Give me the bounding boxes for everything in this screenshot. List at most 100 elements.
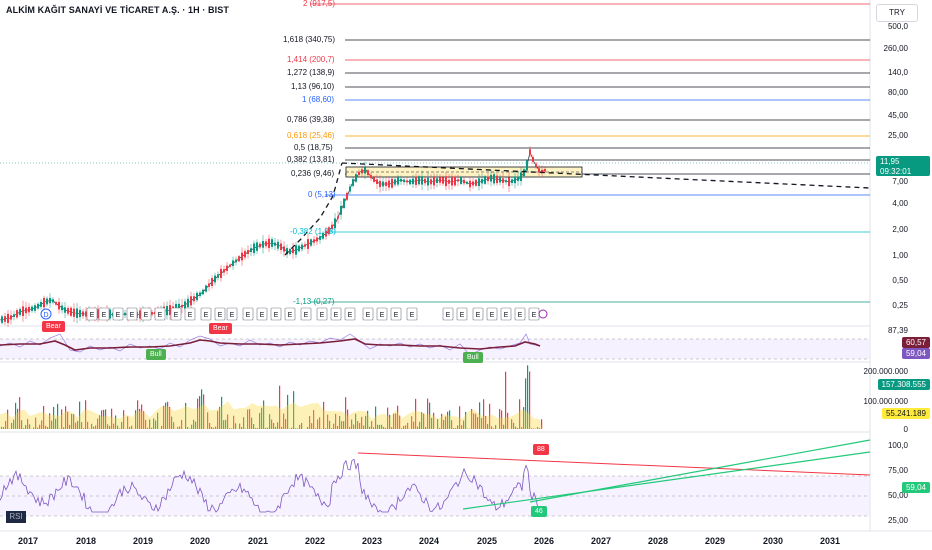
candle-body xyxy=(544,169,546,172)
earnings-marker xyxy=(362,307,374,321)
volume-bar xyxy=(537,426,539,429)
volume-bar xyxy=(87,421,89,429)
earnings-marker-label: E xyxy=(334,312,339,319)
earnings-marker-label: E xyxy=(274,312,279,319)
volume-bar xyxy=(217,410,219,429)
volume-bar xyxy=(347,409,349,429)
volume-bar xyxy=(367,410,369,429)
volume-bar xyxy=(107,424,109,429)
candle-body xyxy=(4,316,6,322)
volume-bar xyxy=(109,425,111,429)
symbol-title[interactable]: ALKİM KAĞIT SANAYİ VE TİCARET A.Ş. · 1H … xyxy=(6,5,229,15)
price-axis-label: 4,00 xyxy=(892,199,908,208)
earnings-marker xyxy=(126,307,138,321)
candle-body xyxy=(361,169,363,174)
volume-bar xyxy=(49,413,51,429)
candle-body xyxy=(355,174,357,182)
candle-body xyxy=(253,243,255,254)
fibonacci-levels[interactable] xyxy=(310,3,870,303)
volume-bar xyxy=(423,413,425,429)
volume-bar xyxy=(395,413,397,429)
last-price: 11,95 xyxy=(880,157,900,166)
volume-bar xyxy=(339,416,341,429)
candle-body xyxy=(535,163,537,167)
time-axis-label: 2030 xyxy=(762,536,784,546)
candle-body xyxy=(277,241,279,249)
candle-body xyxy=(193,296,195,302)
earnings-marker-label: E xyxy=(366,312,371,319)
fib-label: 0,5 (18,75) xyxy=(294,143,333,152)
volume-bar xyxy=(253,424,255,429)
candle-body xyxy=(184,301,186,309)
candle-body xyxy=(424,178,426,184)
volume-bar xyxy=(169,406,171,429)
candle-body xyxy=(205,285,207,292)
rsi-axis-label: 25,00 xyxy=(887,516,908,525)
volume-bar xyxy=(51,420,53,429)
candle-body xyxy=(466,181,468,184)
fib-label: -0,382 (1,88) xyxy=(290,227,336,236)
rsi-line xyxy=(0,458,543,513)
candle-body xyxy=(532,157,534,162)
volume-bar xyxy=(27,418,29,429)
earnings-marker-label: E xyxy=(246,312,251,319)
volume-bar xyxy=(219,406,221,429)
candle-body xyxy=(520,172,522,182)
candle-body xyxy=(487,176,489,182)
price-axis-label: 0,50 xyxy=(892,276,908,285)
candle-body xyxy=(298,245,300,252)
volume-bar xyxy=(73,414,75,429)
volume-bar xyxy=(155,420,157,429)
volume-bar xyxy=(317,419,319,429)
volume-bar xyxy=(319,417,321,429)
event-marker xyxy=(538,309,548,319)
volume-bar xyxy=(379,424,381,429)
volume-bar xyxy=(437,419,439,429)
rsi-legend[interactable]: RSI xyxy=(6,511,26,523)
rsi-axis-label: 100,0 xyxy=(887,441,908,450)
volume-bar xyxy=(113,423,115,429)
volume-bar xyxy=(491,426,493,429)
earnings-marker xyxy=(214,307,226,321)
candle-body xyxy=(238,256,240,262)
earnings-marker-label: E xyxy=(288,312,293,319)
volume-bar xyxy=(415,398,417,429)
candle-body xyxy=(292,248,294,254)
candle-body xyxy=(397,177,399,185)
earnings-marker xyxy=(390,307,402,321)
volume-bar xyxy=(309,415,311,429)
volume-bar xyxy=(191,424,193,429)
candle-body xyxy=(388,180,390,188)
volume-bar xyxy=(479,402,481,429)
earnings-marker xyxy=(112,307,124,321)
volume-bar xyxy=(399,415,401,429)
volume-bar xyxy=(251,417,253,429)
volume-bar xyxy=(441,413,443,429)
earnings-marker-label: E xyxy=(260,312,265,319)
volume-bar xyxy=(247,409,249,429)
volume-bar xyxy=(129,426,131,429)
candle-body xyxy=(7,313,9,323)
last-price-tag: 11,95 09:32:01 xyxy=(876,156,930,176)
volume-bar xyxy=(353,424,355,429)
candle-body xyxy=(271,239,273,247)
candle-body xyxy=(1,316,3,323)
candle-body xyxy=(181,304,183,308)
volume-bar xyxy=(161,425,163,429)
candle-body xyxy=(244,251,246,258)
currency-button[interactable]: TRY xyxy=(876,4,918,22)
volume-bar xyxy=(281,426,283,429)
candle-body xyxy=(337,216,339,219)
volume-bar xyxy=(173,422,175,429)
earnings-marker xyxy=(500,307,512,321)
candle-body xyxy=(517,176,519,181)
volume-bar xyxy=(201,389,203,429)
fib-label: -1,13 (0,27) xyxy=(293,297,335,306)
volume-bar xyxy=(429,402,431,429)
volume-bar xyxy=(433,412,435,429)
volume-bar xyxy=(519,399,521,429)
earnings-marker-label: E xyxy=(116,312,121,319)
candle-body xyxy=(313,239,315,243)
